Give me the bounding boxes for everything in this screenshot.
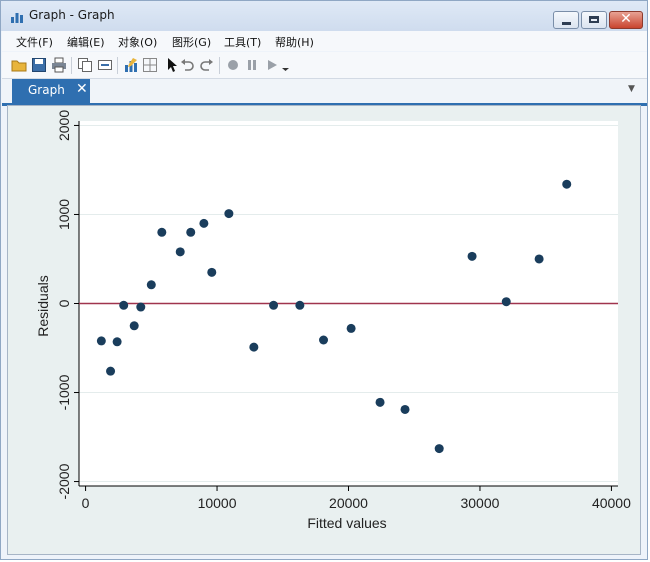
y-tick-label: 0	[56, 299, 72, 307]
data-point	[400, 404, 410, 414]
graph-editor-icon[interactable]	[123, 57, 139, 73]
data-point	[207, 267, 217, 277]
grid-icon[interactable]	[142, 57, 158, 73]
graph-canvas: 2000 1000 0 -1000 -2000 0 10000 20000 30000 4000…	[7, 105, 641, 555]
menu-help[interactable]: 帮助(H)	[275, 36, 314, 49]
x-tick-label: 20000	[329, 495, 368, 511]
data-point	[434, 444, 444, 454]
y-tick-label: 2000	[56, 110, 72, 141]
data-point	[136, 302, 146, 312]
y-axis-label: Residuals	[35, 275, 51, 336]
pointer-icon[interactable]	[162, 57, 178, 73]
window-title: Graph - Graph	[29, 8, 115, 22]
tab-bar: Graph ✕ ▼	[2, 79, 647, 106]
chevron-down-icon[interactable]: ▼	[628, 84, 635, 94]
close-icon[interactable]: ✕	[76, 81, 88, 97]
maximize-button[interactable]	[581, 11, 607, 29]
x-axis-ticks: 0 10000 20000 30000 40000	[82, 486, 631, 511]
data-point	[157, 227, 167, 237]
data-point	[295, 300, 305, 310]
x-tick-label: 0	[82, 495, 90, 511]
tab-label: Graph	[28, 83, 65, 97]
data-point	[319, 335, 329, 345]
y-tick-label: 1000	[56, 199, 72, 230]
data-point	[112, 337, 122, 347]
close-icon: ✕	[620, 11, 632, 27]
toolbar-separator	[71, 57, 72, 74]
toolbar-separator	[117, 57, 118, 74]
menu-graph[interactable]: 图形(G)	[172, 36, 212, 49]
redo-icon[interactable]	[199, 57, 215, 73]
record-icon[interactable]	[225, 57, 241, 73]
tab-graph[interactable]: Graph ✕	[12, 79, 90, 103]
x-axis-label: Fitted values	[307, 515, 386, 531]
data-point	[129, 321, 139, 331]
y-tick-label: -2000	[56, 463, 72, 499]
x-tick-label: 40000	[592, 495, 631, 511]
close-button[interactable]: ✕	[609, 11, 643, 29]
save-icon[interactable]	[31, 57, 47, 73]
data-point	[249, 342, 259, 352]
toolbar-separator	[219, 57, 220, 74]
graph-app-icon	[11, 13, 23, 23]
data-point	[96, 336, 106, 346]
copy-icon[interactable]	[77, 57, 93, 73]
y-tick-label: -1000	[56, 374, 72, 410]
data-point	[119, 300, 129, 310]
data-point	[467, 251, 477, 261]
data-point	[199, 218, 209, 228]
data-point	[534, 254, 544, 264]
data-point	[346, 323, 356, 333]
title-bar[interactable]: Graph - Graph ✕	[1, 1, 647, 31]
data-point	[186, 227, 196, 237]
menu-object[interactable]: 对象(O)	[118, 36, 158, 49]
menu-tools[interactable]: 工具(T)	[224, 36, 262, 49]
data-point	[224, 209, 234, 219]
data-points	[96, 179, 572, 454]
print-icon[interactable]	[51, 57, 67, 73]
x-tick-label: 30000	[460, 495, 499, 511]
data-point	[562, 179, 572, 189]
data-point	[375, 397, 385, 407]
menu-bar: 文件(F) 编辑(E) 对象(O) 图形(G) 工具(T) 帮助(H)	[2, 31, 647, 51]
rename-icon[interactable]	[97, 57, 113, 73]
play-icon[interactable]	[264, 57, 280, 73]
menu-edit[interactable]: 编辑(E)	[67, 36, 105, 49]
minimize-button[interactable]	[553, 11, 579, 29]
open-icon[interactable]	[11, 57, 27, 73]
pause-icon[interactable]	[244, 57, 260, 73]
y-axis-ticks: 2000 1000 0 -1000 -2000	[56, 110, 79, 499]
chevron-down-icon[interactable]	[281, 57, 290, 73]
menu-file[interactable]: 文件(F)	[16, 36, 53, 49]
toolbar	[2, 52, 647, 79]
x-tick-label: 10000	[198, 495, 237, 511]
undo-icon[interactable]	[179, 57, 195, 73]
data-point	[269, 300, 279, 310]
data-point	[106, 366, 116, 376]
data-point	[501, 297, 511, 307]
data-point	[175, 247, 185, 257]
data-point	[146, 280, 156, 290]
